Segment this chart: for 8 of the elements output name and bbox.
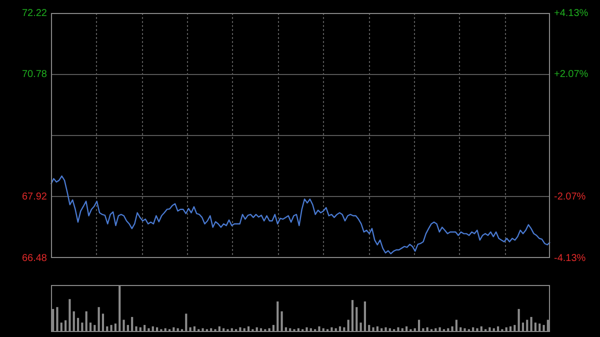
y2-tick-label: -4.13% bbox=[554, 252, 586, 264]
y2-tick-label: +4.13% bbox=[554, 8, 588, 19]
y-tick-label: 70.78 bbox=[22, 69, 48, 80]
y-tick-label: 72.22 bbox=[22, 8, 48, 19]
y2-tick-label: -2.07% bbox=[554, 192, 586, 203]
y-tick-label: 66.48 bbox=[22, 252, 48, 264]
y2-tick-label: +2.07% bbox=[554, 68, 588, 80]
y-tick-label: 67.92 bbox=[22, 191, 48, 202]
